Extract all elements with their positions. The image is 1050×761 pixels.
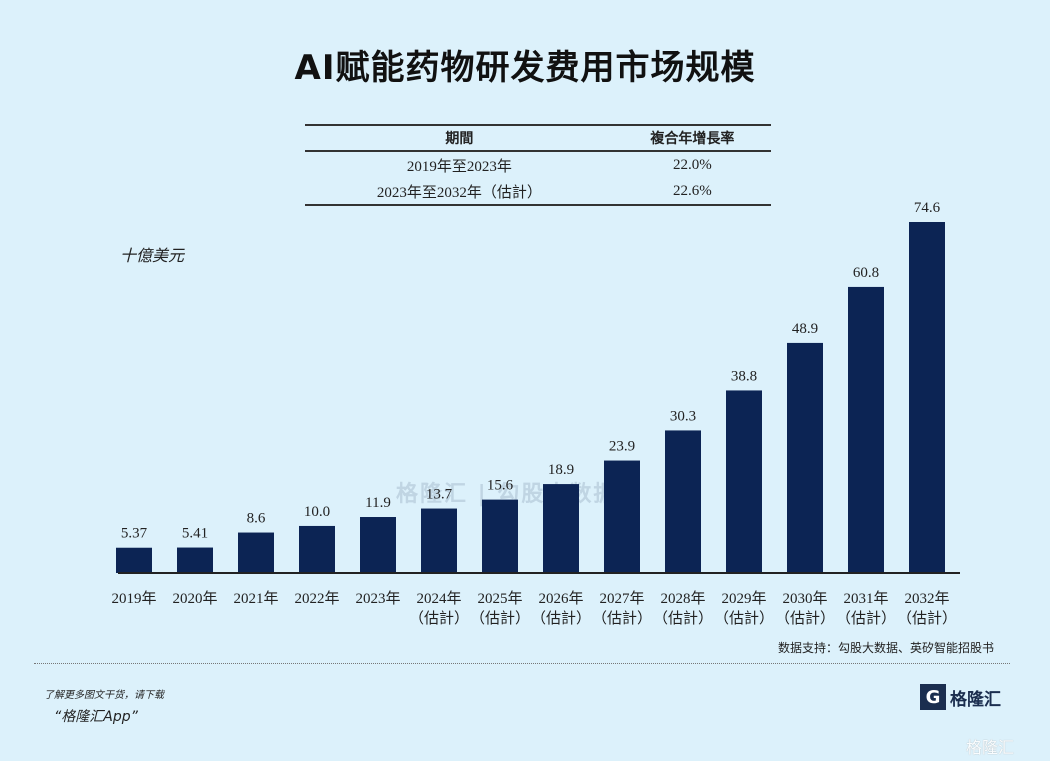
- cell-cagr: 22.0%: [673, 157, 712, 173]
- y-axis-unit-label: 十億美元: [120, 246, 185, 265]
- data-label: 30.3: [670, 408, 696, 424]
- data-label: 10.0: [304, 504, 330, 520]
- bar: [360, 517, 396, 573]
- corner-watermark: 格隆汇: [966, 738, 1015, 757]
- x-tick-label: 2024年: [416, 590, 461, 607]
- footer-divider: [34, 663, 1010, 664]
- data-label: 74.6: [914, 200, 941, 216]
- x-tick-note: （估計）: [714, 610, 774, 627]
- x-tick-label: 2020年: [172, 590, 217, 607]
- cell-cagr: 22.6%: [613, 178, 771, 206]
- bar: [787, 342, 823, 573]
- data-label: 60.8: [853, 265, 879, 281]
- header-period: 期間: [305, 124, 614, 152]
- x-tick-label: 2019年: [111, 590, 156, 607]
- x-tick-label: 2022年: [294, 590, 339, 607]
- x-tick-label: 2030年: [782, 590, 827, 607]
- bar: [726, 390, 762, 573]
- bar: [604, 460, 640, 573]
- bar: [665, 430, 701, 573]
- gelonghui-logo: G 格隆汇: [920, 684, 1001, 710]
- table-row: 2023年至2032年（估計） 22.6%: [305, 178, 771, 206]
- x-tick-note: （估計）: [897, 610, 957, 627]
- data-label: 5.41: [182, 526, 208, 542]
- x-tick-note: （估計）: [836, 610, 896, 627]
- bar: [421, 508, 457, 573]
- chart-title: AI赋能药物研发费用市场规模: [294, 48, 756, 88]
- x-tick-label: 2025年: [477, 590, 522, 607]
- data-label: 11.9: [365, 495, 391, 511]
- data-label: 38.8: [731, 368, 757, 384]
- x-tick-note: （估計）: [653, 610, 713, 627]
- data-label: 13.7: [426, 487, 453, 503]
- x-tick-label: 2031年: [843, 590, 888, 607]
- data-label: 8.6: [247, 511, 266, 527]
- data-source: 数据支持：勾股大数据、英矽智能招股书: [777, 641, 994, 655]
- x-tick-note: （估計）: [775, 610, 835, 627]
- bar: [238, 532, 274, 573]
- header-cagr: 複合年增長率: [613, 124, 771, 152]
- table-header-row: 期間 複合年增長率: [305, 124, 771, 152]
- cagr-table: 期間 複合年增長率 2019年至2023年 22.0% 2023年至2032年（…: [305, 124, 771, 206]
- x-tick-note: （估計）: [531, 610, 591, 627]
- x-tick-label: 2029年: [721, 590, 766, 607]
- data-label: 18.9: [548, 462, 574, 478]
- data-label: 15.6: [487, 478, 514, 494]
- bar: [482, 499, 518, 573]
- bar: [543, 484, 579, 573]
- table-row: 2019年至2023年 22.0%: [305, 151, 771, 178]
- x-tick-label: 2021年: [233, 590, 278, 607]
- x-tick-label: 2023年: [355, 590, 400, 607]
- x-tick-label: 2032年: [904, 590, 949, 607]
- cell-period: 2019年至2023年: [406, 159, 512, 175]
- x-tick-note: （估計）: [409, 610, 469, 627]
- bar: [177, 547, 213, 573]
- bar: [116, 547, 152, 573]
- data-label: 48.9: [792, 321, 818, 337]
- x-tick-label: 2028年: [660, 590, 705, 607]
- bar: [299, 525, 335, 573]
- data-label: 23.9: [609, 439, 635, 455]
- bar: [848, 286, 884, 573]
- data-label: 5.37: [121, 526, 148, 542]
- promo-app-name: “格隆汇App”: [54, 709, 138, 725]
- logo-text: 格隆汇: [950, 689, 1001, 710]
- bar: [909, 222, 945, 573]
- x-tick-note: （估計）: [470, 610, 530, 627]
- x-tick-label: 2027年: [599, 590, 644, 607]
- x-tick-label: 2026年: [538, 590, 583, 607]
- cell-period: 2023年至2032年（估計）: [305, 178, 614, 206]
- x-tick-note: （估計）: [592, 610, 652, 627]
- promo-text: 了解更多图文干货，请下载: [44, 690, 164, 701]
- logo-g-icon: G: [920, 684, 946, 710]
